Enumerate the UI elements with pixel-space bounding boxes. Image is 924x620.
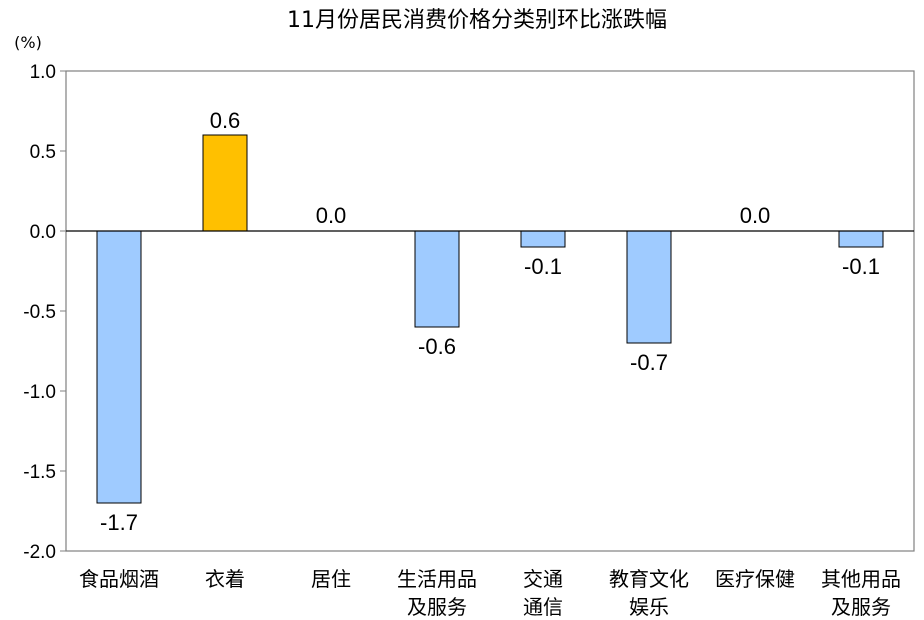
bar [202,134,248,232]
plot-area [65,70,915,552]
y-tick-label: -2.0 [23,542,56,563]
category-label: 交通 [523,567,563,591]
category-label: 其他用品 [821,567,901,591]
data-label: 0.0 [316,203,347,228]
y-tick-label: -0.5 [23,302,56,323]
y-axis-ticks: 1.0 0.5 0.0 -0.5 -1.0 -1.5 -2.0 [23,62,66,563]
bars [96,134,884,504]
data-label: 0.6 [210,108,241,133]
y-axis-unit: (%) [14,33,42,52]
category-label: 居住 [311,567,351,591]
category-label: 及服务 [407,595,467,619]
bar [838,230,884,248]
y-tick-label: 0.0 [30,222,56,243]
category-label: 生活用品 [397,567,477,591]
category-label: 通信 [523,595,563,619]
y-tick-label: -1.0 [23,382,56,403]
data-label: -0.1 [524,254,562,279]
category-label: 医疗保健 [715,567,795,591]
category-label: 衣着 [205,567,245,591]
y-tick-label: 0.5 [30,142,56,163]
data-labels: -1.7 0.6 0.0 -0.6 -0.1 -0.7 0.0 -0.1 [100,108,880,535]
data-label: -0.6 [418,334,456,359]
category-label: 及服务 [831,595,891,619]
data-label: -1.7 [100,510,138,535]
chart-title: 11月份居民消费价格分类别环比涨跌幅 [287,8,667,33]
y-tick-label: -1.5 [23,462,56,483]
bar [96,230,142,504]
y-tick-label: 1.0 [30,62,56,83]
category-label: 食品烟酒 [79,567,159,591]
bar [520,230,566,248]
data-label: 0.0 [740,203,771,228]
category-label: 娱乐 [629,595,669,619]
category-label: 教育文化 [609,567,689,591]
data-label: -0.1 [842,254,880,279]
data-label: -0.7 [630,350,668,375]
bar [626,230,672,344]
bar [414,230,460,328]
